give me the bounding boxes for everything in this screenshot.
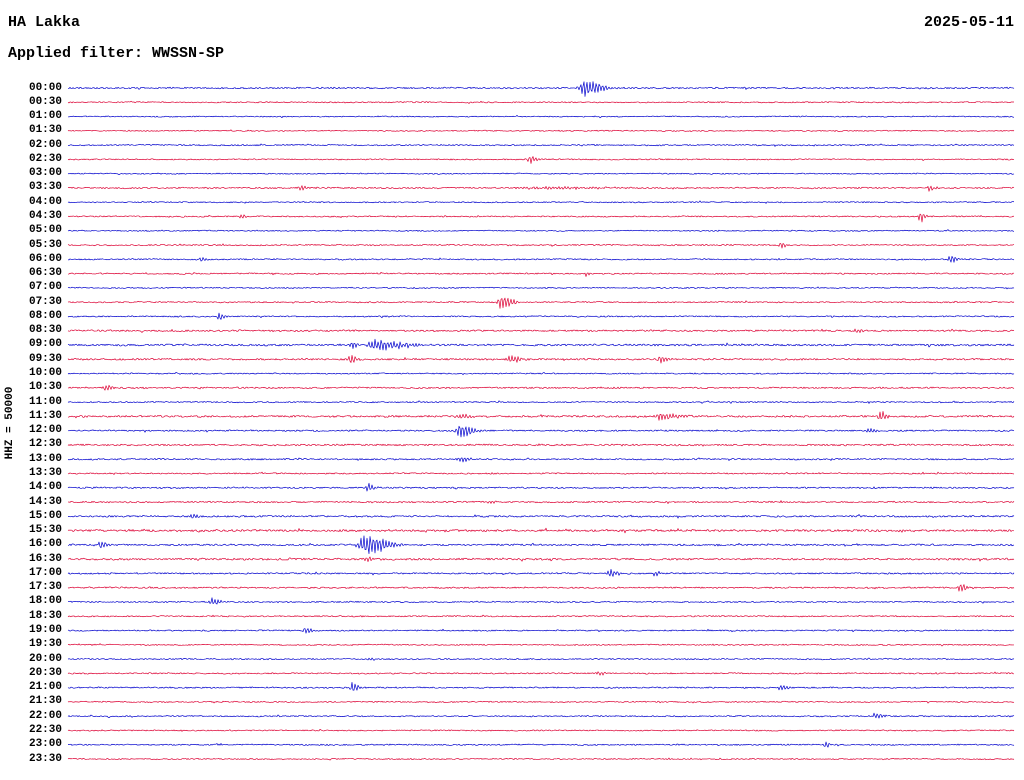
time-label: 15:00 — [28, 510, 62, 522]
time-label: 17:00 — [28, 567, 62, 579]
time-label: 08:00 — [28, 310, 62, 322]
time-label: 13:30 — [28, 467, 62, 479]
time-label: 01:00 — [28, 110, 62, 122]
time-label: 22:00 — [28, 710, 62, 722]
time-label: 05:00 — [28, 224, 62, 236]
time-label: 13:00 — [28, 453, 62, 465]
time-label: 19:30 — [28, 638, 62, 650]
time-label: 23:00 — [28, 738, 62, 750]
time-label: 05:30 — [28, 239, 62, 251]
time-label: 00:30 — [28, 96, 62, 108]
time-label: 16:00 — [28, 538, 62, 550]
time-label: 04:00 — [28, 196, 62, 208]
time-label: 11:30 — [28, 410, 62, 422]
time-label: 02:30 — [28, 153, 62, 165]
time-label: 09:00 — [28, 338, 62, 350]
time-label: 18:30 — [28, 610, 62, 622]
time-label: 14:30 — [28, 496, 62, 508]
time-label: 19:00 — [28, 624, 62, 636]
time-label: 10:00 — [28, 367, 62, 379]
time-label: 00:00 — [28, 82, 62, 94]
time-label: 23:30 — [28, 753, 62, 765]
time-label: 18:00 — [28, 595, 62, 607]
time-label: 14:00 — [28, 481, 62, 493]
time-label: 21:30 — [28, 695, 62, 707]
time-label: 08:30 — [28, 324, 62, 336]
time-label: 06:00 — [28, 253, 62, 265]
time-label: 17:30 — [28, 581, 62, 593]
time-label: 07:00 — [28, 281, 62, 293]
time-label: 20:30 — [28, 667, 62, 679]
time-label: 01:30 — [28, 124, 62, 136]
time-label: 20:00 — [28, 653, 62, 665]
time-label: 22:30 — [28, 724, 62, 736]
time-label: 12:00 — [28, 424, 62, 436]
time-label: 10:30 — [28, 381, 62, 393]
time-label: 07:30 — [28, 296, 62, 308]
time-label: 02:00 — [28, 139, 62, 151]
time-label: 12:30 — [28, 438, 62, 450]
time-label: 06:30 — [28, 267, 62, 279]
time-label: 09:30 — [28, 353, 62, 365]
time-label: 03:00 — [28, 167, 62, 179]
time-label: 16:30 — [28, 553, 62, 565]
time-label: 03:30 — [28, 181, 62, 193]
time-label: 21:00 — [28, 681, 62, 693]
time-label: 11:00 — [28, 396, 62, 408]
time-label: 04:30 — [28, 210, 62, 222]
time-label: 15:30 — [28, 524, 62, 536]
